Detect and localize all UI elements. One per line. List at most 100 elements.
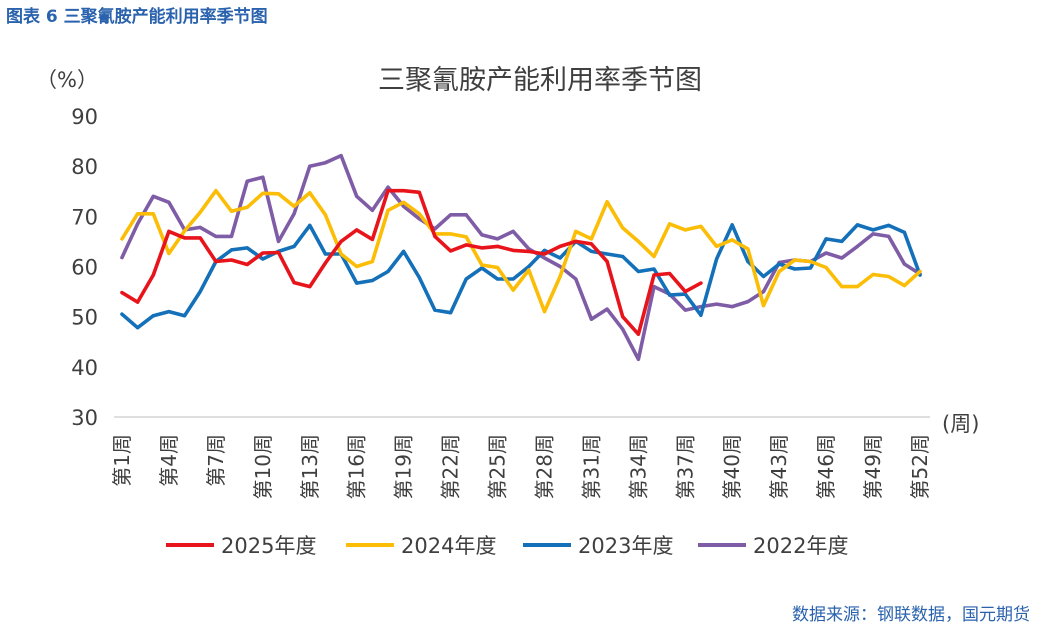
data-point: [183, 236, 187, 240]
data-point: [652, 254, 656, 259]
data-point: [777, 269, 781, 274]
data-point: [386, 185, 390, 189]
x-tick-label: 第34周: [626, 434, 650, 499]
data-point: [902, 262, 907, 266]
data-point: [480, 246, 484, 250]
x-tick-label: 第37周: [673, 434, 697, 499]
x-tick-label: 第22周: [439, 434, 463, 499]
data-point: [433, 308, 437, 312]
data-point: [761, 274, 766, 279]
data-point: [527, 249, 531, 253]
data-point: [808, 266, 813, 270]
data-point: [292, 244, 296, 248]
data-point: [449, 232, 453, 236]
data-point: [652, 273, 656, 277]
label-layer: 三聚氰胺产能利用率季节图 （%） (周): [36, 65, 979, 436]
data-point: [589, 237, 594, 241]
data-point: [214, 259, 218, 264]
data-point: [120, 291, 124, 295]
data-point: [167, 310, 171, 314]
x-tick-label: 第4周: [157, 434, 181, 487]
data-point: [855, 223, 860, 227]
data-point: [668, 293, 672, 297]
data-point: [339, 252, 343, 256]
data-point: [167, 200, 171, 204]
data-point: [636, 357, 641, 361]
data-point: [511, 277, 515, 281]
data-point: [871, 272, 875, 277]
y-tick-label: 70: [71, 205, 98, 229]
legend-label: 2023年度: [578, 534, 673, 558]
data-point: [464, 277, 468, 281]
legend: 2025年度 2024年度 2023年度 2022年度: [166, 534, 848, 558]
data-point: [621, 254, 625, 259]
x-tick-label: 第7周: [204, 434, 228, 487]
data-point: [339, 154, 343, 158]
data-point: [918, 269, 922, 274]
x-tick-label: 第28周: [532, 434, 556, 499]
data-point: [245, 262, 249, 267]
data-point: [214, 234, 218, 238]
data-point: [229, 234, 234, 238]
data-point: [229, 209, 234, 213]
x-tick-label: 第16周: [345, 434, 369, 499]
data-point: [511, 288, 515, 292]
data-point: [136, 212, 140, 216]
data-point: [871, 232, 875, 236]
data-point: [824, 265, 828, 270]
x-axis-unit-label: (周): [942, 412, 979, 436]
data-point: [527, 268, 531, 272]
data-point: [574, 277, 578, 281]
legend-label: 2024年度: [401, 534, 496, 558]
data-point: [495, 237, 500, 241]
series-line-2024年度: [120, 188, 922, 314]
data-point: [386, 208, 390, 212]
data-point: [840, 285, 844, 289]
legend-label: 2025年度: [221, 534, 316, 558]
data-point: [214, 189, 218, 193]
data-point: [323, 252, 327, 256]
data-point: [355, 281, 359, 285]
data-point: [464, 235, 468, 239]
data-point: [386, 189, 390, 193]
data-point: [542, 256, 547, 260]
data-point: [402, 200, 406, 204]
data-point: [621, 226, 625, 230]
data-point: [902, 284, 907, 288]
data-point: [652, 267, 656, 271]
data-point: [323, 213, 327, 217]
x-tick-label: 第46周: [814, 434, 838, 499]
y-tick-label: 60: [71, 256, 98, 280]
data-point: [730, 238, 734, 242]
data-point: [589, 242, 594, 246]
data-point: [699, 281, 703, 285]
data-point: [683, 292, 687, 296]
x-tick-label: 第1周: [110, 434, 134, 487]
data-point: [683, 290, 687, 294]
data-point: [793, 258, 797, 262]
x-tick-label: 第31周: [579, 434, 603, 499]
data-point: [292, 204, 296, 208]
data-point: [495, 265, 500, 270]
data-point: [793, 267, 797, 271]
data-point: [276, 239, 281, 243]
data-point: [355, 194, 359, 198]
x-tick-label: 第43周: [767, 434, 791, 499]
data-point: [417, 217, 421, 221]
data-point: [480, 263, 484, 267]
data-point: [308, 223, 312, 227]
data-point: [683, 308, 687, 312]
data-point: [542, 252, 547, 256]
data-point: [276, 250, 281, 255]
data-point: [668, 271, 672, 276]
data-point: [480, 266, 484, 270]
data-point: [292, 212, 296, 216]
data-point: [370, 237, 374, 241]
data-point: [339, 239, 343, 243]
data-point: [855, 285, 860, 289]
y-tick-label: 30: [71, 406, 98, 430]
data-point: [276, 192, 281, 196]
data-point: [229, 248, 234, 252]
data-point: [746, 259, 750, 264]
data-point: [683, 228, 687, 232]
